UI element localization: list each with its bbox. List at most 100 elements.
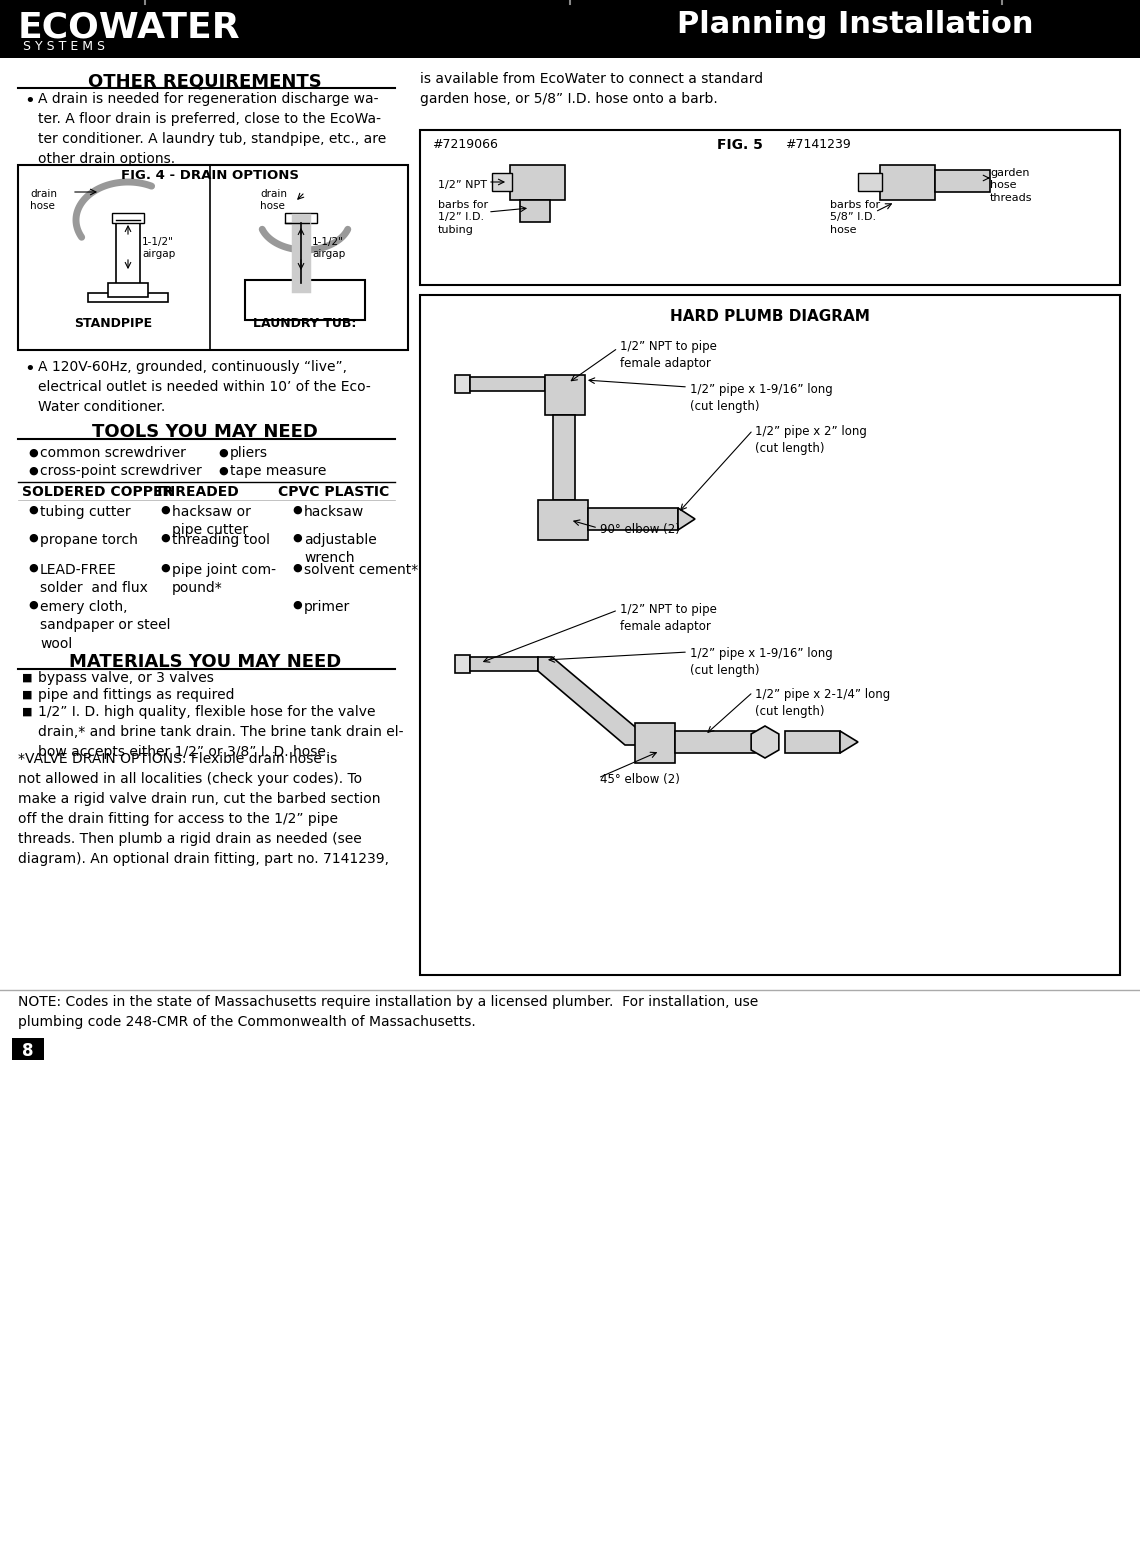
Text: ●: ● [218, 466, 228, 475]
Text: ●: ● [160, 533, 170, 543]
Text: solvent cement*: solvent cement* [304, 563, 418, 577]
Bar [520, 200, 549, 221]
Bar [0, 0, 1140, 58]
Bar [112, 214, 144, 223]
Bar [858, 173, 882, 192]
Text: ●: ● [292, 563, 302, 574]
Text: *VALVE DRAIN OPTIONS: Flexible drain hose is
not allowed in all localities (chec: *VALVE DRAIN OPTIONS: Flexible drain hos… [18, 751, 389, 867]
Text: barbs for
1/2” I.D.
tubing: barbs for 1/2” I.D. tubing [438, 200, 488, 235]
Text: OTHER REQUIREMENTS: OTHER REQUIREMENTS [88, 72, 321, 90]
Text: ●: ● [28, 447, 38, 458]
Text: tape measure: tape measure [230, 465, 326, 479]
Text: pipe joint com-
pound*: pipe joint com- pound* [172, 563, 276, 596]
Text: tubing cutter: tubing cutter [40, 505, 131, 519]
Polygon shape [840, 731, 858, 753]
Text: ●: ● [292, 533, 302, 543]
Text: ●: ● [28, 600, 38, 610]
Text: adjustable
wrench: adjustable wrench [304, 533, 376, 566]
Text: ●: ● [28, 466, 38, 475]
Polygon shape [678, 508, 695, 530]
Text: pipe and fittings as required: pipe and fittings as required [38, 688, 235, 702]
Bar [18, 165, 408, 351]
Text: ●: ● [28, 505, 38, 514]
Text: common screwdriver: common screwdriver [40, 446, 186, 460]
Text: SOLDERED COPPER: SOLDERED COPPER [22, 485, 173, 499]
Bar [13, 1038, 44, 1060]
Bar [588, 508, 678, 530]
Text: HARD PLUMB DIAGRAM: HARD PLUMB DIAGRAM [670, 309, 870, 324]
Text: ●: ● [292, 505, 302, 514]
Bar [675, 731, 755, 753]
Bar [455, 655, 470, 673]
Text: FIG. 5: FIG. 5 [717, 139, 763, 151]
Text: 45° elbow (2): 45° elbow (2) [600, 773, 679, 786]
Bar [510, 165, 565, 200]
Text: is available from EcoWater to connect a standard
garden hose, or 5/8” I.D. hose : is available from EcoWater to connect a … [420, 72, 763, 106]
Bar [470, 377, 545, 391]
Text: FIG. 4 - DRAIN OPTIONS: FIG. 4 - DRAIN OPTIONS [121, 168, 299, 182]
Text: drain
hose: drain hose [260, 189, 287, 212]
Text: 90° elbow (2): 90° elbow (2) [600, 522, 679, 536]
Bar [545, 376, 585, 415]
Text: 1/2” pipe x 1-9/16” long
(cut length): 1/2” pipe x 1-9/16” long (cut length) [690, 647, 832, 677]
Bar [470, 656, 538, 670]
Text: garden
hose
threads: garden hose threads [990, 168, 1033, 203]
Bar [285, 214, 317, 223]
Text: ●: ● [160, 505, 170, 514]
Text: 1/2” pipe x 2-1/4” long
(cut length): 1/2” pipe x 2-1/4” long (cut length) [755, 688, 890, 719]
Text: cross-point screwdriver: cross-point screwdriver [40, 465, 202, 479]
Text: A drain is needed for regeneration discharge wa-
ter. A floor drain is preferred: A drain is needed for regeneration disch… [38, 92, 386, 167]
Text: ●: ● [160, 563, 170, 574]
Polygon shape [751, 726, 779, 758]
Text: drain
hose: drain hose [30, 189, 57, 212]
Text: emery cloth,
sandpaper or steel
wool: emery cloth, sandpaper or steel wool [40, 600, 171, 650]
Text: •: • [24, 360, 34, 377]
Text: threading tool: threading tool [172, 533, 270, 547]
Bar [420, 129, 1119, 285]
Bar [785, 731, 840, 753]
Text: hacksaw: hacksaw [304, 505, 365, 519]
Text: NOTE: Codes in the state of Massachusetts require installation by a licensed plu: NOTE: Codes in the state of Massachusett… [18, 995, 758, 1029]
Text: 8: 8 [23, 1041, 34, 1060]
Text: CPVC PLASTIC: CPVC PLASTIC [278, 485, 389, 499]
Text: pliers: pliers [230, 446, 268, 460]
Text: ■: ■ [22, 691, 33, 700]
Text: A 120V-60Hz, grounded, continuously “live”,
electrical outlet is needed within 1: A 120V-60Hz, grounded, continuously “liv… [38, 360, 371, 415]
Text: #7141239: #7141239 [785, 139, 850, 151]
Text: primer: primer [304, 600, 350, 614]
Text: LAUNDRY TUB:: LAUNDRY TUB: [253, 316, 357, 331]
Text: ■: ■ [22, 673, 33, 683]
Bar [553, 415, 575, 500]
Text: 1/2” pipe x 1-9/16” long
(cut length): 1/2” pipe x 1-9/16” long (cut length) [690, 384, 832, 413]
Text: ●: ● [218, 447, 228, 458]
Text: STANDPIPE: STANDPIPE [74, 316, 152, 331]
Bar [635, 723, 675, 762]
Bar [116, 220, 140, 295]
Text: 1/2” pipe x 2” long
(cut length): 1/2” pipe x 2” long (cut length) [755, 426, 866, 455]
Text: 1-1/2"
airgap: 1-1/2" airgap [312, 237, 345, 259]
Text: Planning Installation: Planning Installation [677, 9, 1033, 39]
Text: S Y S T E M S: S Y S T E M S [23, 41, 105, 53]
Text: hacksaw or
pipe cutter: hacksaw or pipe cutter [172, 505, 251, 538]
Text: #7219066: #7219066 [432, 139, 498, 151]
Bar [492, 173, 512, 192]
Text: ●: ● [292, 600, 302, 610]
Text: TOOLS YOU MAY NEED: TOOLS YOU MAY NEED [92, 422, 318, 441]
Text: bypass valve, or 3 valves: bypass valve, or 3 valves [38, 670, 214, 684]
Text: ECOWATER: ECOWATER [18, 9, 241, 44]
Text: 1-1/2"
airgap: 1-1/2" airgap [142, 237, 176, 259]
Bar [420, 295, 1119, 974]
Polygon shape [538, 656, 640, 745]
Text: ●: ● [28, 563, 38, 574]
Text: propane torch: propane torch [40, 533, 138, 547]
Text: LEAD-FREE
solder  and flux: LEAD-FREE solder and flux [40, 563, 148, 596]
Text: ■: ■ [22, 706, 33, 717]
Bar [245, 281, 365, 320]
Bar [108, 284, 148, 298]
Text: •: • [24, 92, 34, 111]
Text: 1/2” NPT: 1/2” NPT [438, 179, 487, 190]
Text: barbs for
5/8” I.D.
hose: barbs for 5/8” I.D. hose [830, 200, 880, 235]
Text: 1/2” NPT to pipe
female adaptor: 1/2” NPT to pipe female adaptor [620, 340, 717, 369]
Text: 1/2” I. D. high quality, flexible hose for the valve
drain,* and brine tank drai: 1/2” I. D. high quality, flexible hose f… [38, 705, 404, 759]
Bar [935, 170, 990, 192]
